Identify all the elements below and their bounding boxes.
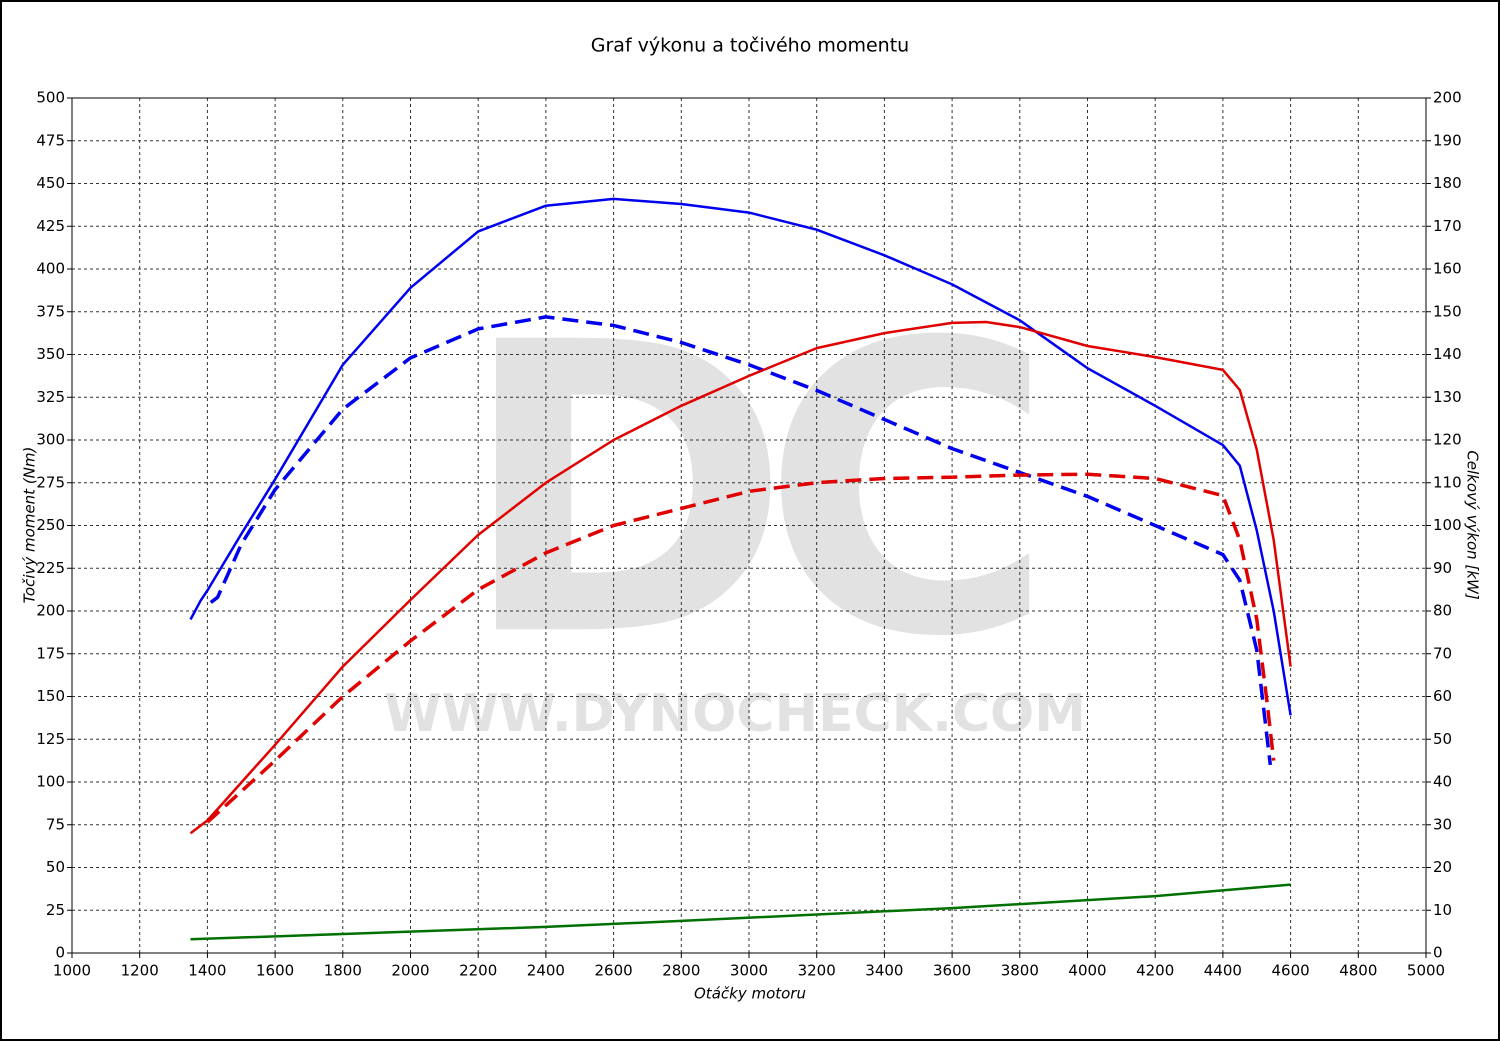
x-tick-label: 4000 <box>1068 962 1106 980</box>
y2-tick-label: 110 <box>1433 473 1462 491</box>
y-tick-label: 425 <box>36 217 65 235</box>
y2-tick-label: 70 <box>1433 644 1452 662</box>
y2-tick-label: 40 <box>1433 773 1452 791</box>
y-tick-label: 450 <box>36 174 65 192</box>
y2-tick-label: 140 <box>1433 345 1462 363</box>
y-tick-label: 350 <box>36 345 65 363</box>
y-tick-label: 475 <box>36 131 65 149</box>
x-tick-label: 3600 <box>933 962 971 980</box>
watermark-url: WWW.DYNOCHECK.COM <box>384 684 1086 744</box>
y-tick-label: 100 <box>36 773 65 791</box>
y2-tick-label: 200 <box>1433 89 1462 107</box>
y-tick-label: 50 <box>46 858 65 876</box>
watermark-logo: DC <box>459 259 1030 724</box>
y-tick-label: 175 <box>36 644 65 662</box>
y2-axis-label: Celkový výkon [kW] <box>1464 450 1482 600</box>
y2-tick-label: 60 <box>1433 687 1452 705</box>
x-tick-label: 3400 <box>865 962 903 980</box>
x-tick-label: 1400 <box>188 962 226 980</box>
y2-tick-label: 160 <box>1433 260 1462 278</box>
x-tick-label: 1000 <box>53 962 91 980</box>
x-tick-label: 2600 <box>595 962 633 980</box>
chart-title: Graf výkonu a točivého momentu <box>591 35 909 57</box>
y-tick-label: 225 <box>36 559 65 577</box>
y-tick-label: 250 <box>36 516 65 534</box>
y-tick-label: 325 <box>36 388 65 406</box>
line-series <box>206 472 1276 824</box>
x-tick-label: 2000 <box>391 962 429 980</box>
x-tick-label: 4200 <box>1136 962 1174 980</box>
x-tick-label: 5000 <box>1407 962 1445 980</box>
y2-tick-label: 50 <box>1433 730 1452 748</box>
x-tick-label: 1600 <box>256 962 294 980</box>
x-tick-label: 3800 <box>1001 962 1039 980</box>
y-tick-label: 400 <box>36 260 65 278</box>
x-tick-label: 4800 <box>1339 962 1377 980</box>
x-tick-label: 2200 <box>459 962 497 980</box>
line-series <box>209 315 1273 766</box>
y-tick-label: 300 <box>36 431 65 449</box>
y2-tick-label: 30 <box>1433 815 1452 833</box>
y-tick-label: 150 <box>36 687 65 705</box>
y-tick-label: 500 <box>36 89 65 107</box>
line-series <box>189 320 1292 835</box>
y-axis-label: Točivý moment (Nm) <box>21 447 39 604</box>
y-tick-label: 25 <box>46 901 65 919</box>
x-axis-label: Otáčky motoru <box>694 985 806 1003</box>
y-tick-label: 125 <box>36 730 65 748</box>
y2-tick-label: 80 <box>1433 602 1452 620</box>
y-tick-label: 200 <box>36 602 65 620</box>
line-series <box>189 197 1292 716</box>
grid <box>71 97 1427 954</box>
y-tick-label: 0 <box>55 944 65 962</box>
y2-tick-label: 20 <box>1433 858 1452 876</box>
y2-tick-label: 170 <box>1433 217 1462 235</box>
y2-tick-label: 180 <box>1433 174 1462 192</box>
y-tick-label: 75 <box>46 815 65 833</box>
y2-tick-label: 130 <box>1433 388 1462 406</box>
x-tick-label: 2400 <box>527 962 565 980</box>
x-tick-label: 4600 <box>1272 962 1310 980</box>
y2-tick-label: 10 <box>1433 901 1452 919</box>
y-tick-label: 275 <box>36 473 65 491</box>
x-tick-label: 1800 <box>324 962 362 980</box>
x-tick-label: 2800 <box>662 962 700 980</box>
y2-tick-label: 120 <box>1433 431 1462 449</box>
y2-tick-label: 190 <box>1433 131 1462 149</box>
y2-tick-label: 0 <box>1433 944 1443 962</box>
y2-tick-label: 100 <box>1433 516 1462 534</box>
y-tick-label: 375 <box>36 302 65 320</box>
line-series <box>190 883 1291 941</box>
x-tick-label: 3200 <box>798 962 836 980</box>
x-tick-label: 1200 <box>121 962 159 980</box>
y2-tick-label: 90 <box>1433 559 1452 577</box>
x-tick-label: 3000 <box>730 962 768 980</box>
x-tick-label: 4400 <box>1204 962 1242 980</box>
y2-tick-label: 150 <box>1433 302 1462 320</box>
